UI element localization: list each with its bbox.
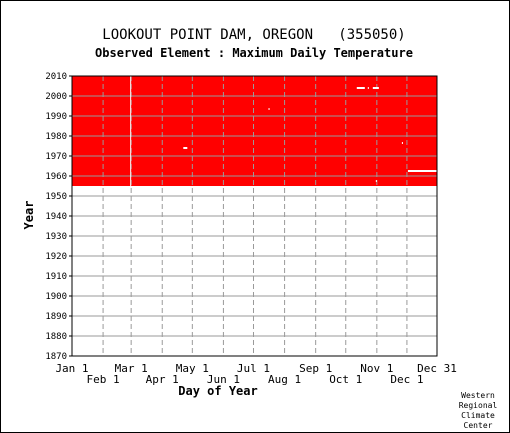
missing-data-gap — [407, 170, 437, 172]
y-tick-labels: 1870 1880 1890 1900 1910 1920 1930 1940 1950 1960… — [45, 72, 72, 362]
missing-data-gap — [130, 76, 132, 186]
y-tick-label: 1870 — [45, 352, 67, 362]
y-tick-label: 2010 — [45, 72, 67, 82]
x-tick-label: Jul 1 — [237, 362, 270, 375]
x-tick-labels: Jan 1 Mar 1 May 1 Jul 1 Sep 1 Nov 1 Dec 31 Feb … — [55, 362, 456, 386]
credit-line: Regional — [459, 401, 498, 410]
y-tick-label: 1970 — [45, 152, 67, 162]
credit-line: Climate — [461, 411, 495, 420]
chart-subtitle: Observed Element : Maximum Daily Tempera… — [95, 46, 413, 60]
y-tick-label: 1980 — [45, 132, 67, 142]
y-tick-label: 1920 — [45, 252, 67, 262]
x-tick-label: Feb 1 — [87, 373, 120, 386]
grid-layer — [72, 76, 437, 356]
x-tick-label: Sep 1 — [299, 362, 332, 375]
missing-data-gap — [375, 180, 377, 182]
y-axis-label: Year — [22, 201, 36, 230]
missing-data-gap — [183, 147, 188, 149]
credit-line: Center — [464, 421, 493, 430]
x-tick-label: Dec 1 — [390, 373, 423, 386]
x-tick-label: Jun 1 — [207, 373, 240, 386]
x-tick-label: Nov 1 — [360, 362, 393, 375]
y-tick-label: 1910 — [45, 272, 67, 282]
missing-data-gap — [372, 87, 379, 89]
x-tick-label: Mar 1 — [115, 362, 148, 375]
data-layer — [72, 76, 437, 186]
y-tick-label: 1950 — [45, 192, 67, 202]
credit-line: Western — [461, 391, 495, 400]
x-tick-label: Oct 1 — [329, 373, 362, 386]
x-tick-label: Aug 1 — [268, 373, 301, 386]
y-tick-label: 1900 — [45, 292, 67, 302]
missing-layer — [130, 76, 437, 186]
y-tick-label: 1940 — [45, 212, 67, 222]
missing-data-gap — [367, 87, 369, 89]
y-tick-label: 1990 — [45, 112, 67, 122]
data-coverage-block — [72, 76, 437, 186]
missing-data-gap — [268, 108, 270, 110]
x-tick-label: Dec 31 — [417, 362, 457, 375]
y-tick-label: 1890 — [45, 312, 67, 322]
y-tick-label: 1930 — [45, 232, 67, 242]
missing-data-gap — [401, 142, 403, 144]
y-tick-label: 2000 — [45, 92, 67, 102]
y-tick-label: 1880 — [45, 332, 67, 342]
x-axis-label: Day of Year — [178, 384, 257, 398]
y-tick-label: 1960 — [45, 172, 67, 182]
chart-title: LOOKOUT POINT DAM, OREGON (355050) — [102, 27, 405, 43]
x-tick-label: May 1 — [176, 362, 209, 375]
x-tick-label: Jan 1 — [55, 362, 88, 375]
missing-data-gap — [356, 87, 365, 89]
x-tick-label: Apr 1 — [146, 373, 179, 386]
